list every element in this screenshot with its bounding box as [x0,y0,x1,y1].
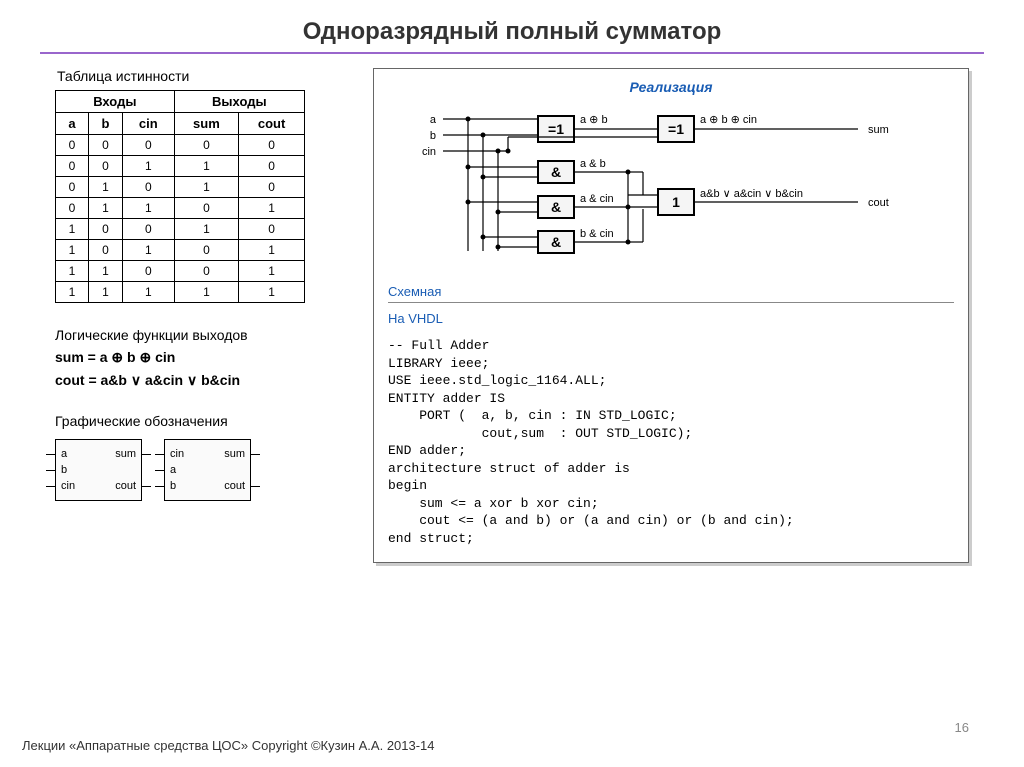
svg-text:&: & [551,164,561,180]
table-row: 01101 [56,198,305,219]
logic-cout: cout = a&b ∨ a&cin ∨ b&cin [55,372,345,389]
main-content: Таблица истинности Входы Выходы abcinsum… [0,68,1024,563]
svg-text:a ⊕ b ⊕ cin: a ⊕ b ⊕ cin [700,114,757,126]
schematic-header: Схемная [388,284,954,303]
table-row: 11001 [56,261,305,282]
page-number: 16 [955,720,969,735]
svg-text:&: & [551,234,561,250]
svg-text:1: 1 [672,194,680,210]
col-a: a [56,113,89,135]
svg-text:a: a [430,114,437,126]
table-row: 00110 [56,156,305,177]
realization-panel: Реализация ab cin =1 =1 & & & 1 a ⊕ b a ⊕ b ⊕ cin… [373,68,969,563]
logic-functions: Логические функции выходов sum = a ⊕ b ⊕… [55,327,345,389]
svg-text:sum: sum [868,124,889,136]
vhdl-code: -- Full Adder LIBRARY ieee; USE ieee.std… [388,337,954,548]
table-row: 10010 [56,219,305,240]
panel-title: Реализация [388,79,954,95]
svg-text:cout: cout [868,197,889,209]
table-row: 10101 [56,240,305,261]
port-box-1: abcinsumcout [55,439,142,501]
logic-sum: sum = a ⊕ b ⊕ cin [55,349,345,366]
footer: Лекции «Аппаратные средства ЦОС» Copyrig… [22,738,435,753]
logic-caption: Логические функции выходов [55,327,345,343]
col-b: b [88,113,122,135]
svg-text:b & cin: b & cin [580,228,614,240]
col-header-row: abcinsumcout [56,113,305,135]
port-boxes: abcinsumcout cinabsumcout [55,439,345,501]
svg-text:cin: cin [422,146,436,158]
th-outputs: Выходы [174,91,304,113]
table-row: 11111 [56,282,305,303]
schematic-svg: ab cin =1 =1 & & & 1 a ⊕ b a ⊕ b ⊕ cin sum a & b a &… [388,101,918,276]
col-cout: cout [239,113,305,135]
right-column: Реализация ab cin =1 =1 & & & 1 a ⊕ b a ⊕ b ⊕ cin… [373,68,969,563]
port-box-2: cinabsumcout [164,439,251,501]
table-row: 00000 [56,135,305,156]
svg-text:b: b [430,130,436,142]
left-column: Таблица истинности Входы Выходы abcinsum… [55,68,345,501]
truth-caption: Таблица истинности [57,68,345,84]
svg-text:a&b ∨ a&cin ∨ b&cin: a&b ∨ a&cin ∨ b&cin [700,188,803,200]
ports-caption: Графические обозначения [55,413,345,429]
svg-text:&: & [551,199,561,215]
vhdl-header: На VHDL [388,311,954,329]
th-inputs: Входы [56,91,175,113]
table-row: 01010 [56,177,305,198]
page-title: Одноразрядный полный сумматор [40,0,984,54]
svg-text:a ⊕ b: a ⊕ b [580,114,608,126]
svg-text:a & b: a & b [580,158,606,170]
col-sum: sum [174,113,239,135]
svg-text:=1: =1 [668,121,684,137]
truth-body: 0000000110010100110110010101011100111111 [56,135,305,303]
truth-table: Входы Выходы abcinsumcout 00000001100101… [55,90,305,303]
col-cin: cin [122,113,174,135]
svg-text:a & cin: a & cin [580,193,614,205]
svg-text:=1: =1 [548,121,564,137]
